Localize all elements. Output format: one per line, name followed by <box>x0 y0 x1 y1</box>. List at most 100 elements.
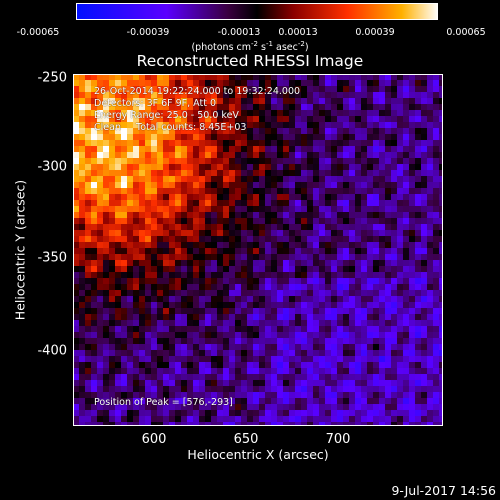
heatmap-cell <box>97 368 103 374</box>
heatmap-cell <box>283 296 289 302</box>
heatmap-cell <box>427 128 433 134</box>
heatmap-cell <box>337 398 343 404</box>
heatmap-cell <box>319 128 325 134</box>
heatmap-cell <box>313 170 319 176</box>
heatmap-cell <box>187 176 193 182</box>
heatmap-cell <box>397 386 403 392</box>
heatmap-cell <box>175 116 181 122</box>
heatmap-cell <box>397 338 403 344</box>
heatmap-cell <box>421 116 427 122</box>
heatmap-cell <box>277 314 283 320</box>
heatmap-cell <box>307 242 313 248</box>
heatmap-cell <box>325 308 331 314</box>
heatmap-cell <box>427 260 433 266</box>
heatmap-cell <box>391 218 397 224</box>
heatmap-cell <box>247 416 253 422</box>
heatmap-cell <box>73 86 79 92</box>
heatmap-cell <box>319 164 325 170</box>
heatmap-cell <box>259 392 265 398</box>
heatmap-cell <box>433 356 439 362</box>
heatmap-cell <box>343 158 349 164</box>
heatmap-cell <box>415 296 421 302</box>
heatmap-cell <box>151 248 157 254</box>
heatmap-cell <box>247 152 253 158</box>
heatmap-cell <box>139 98 145 104</box>
heatmap-cell <box>253 416 259 422</box>
heatmap-cell <box>79 104 85 110</box>
heatmap-cell <box>403 362 409 368</box>
heatmap-cell <box>283 416 289 422</box>
heatmap-cell <box>301 116 307 122</box>
heatmap-cell <box>403 164 409 170</box>
heatmap-cell <box>343 110 349 116</box>
heatmap-cell <box>295 248 301 254</box>
heatmap-cell <box>361 128 367 134</box>
heatmap-cell <box>91 200 97 206</box>
heatmap-cell <box>421 254 427 260</box>
heatmap-cell <box>397 242 403 248</box>
heatmap-cell <box>175 170 181 176</box>
heatmap-cell <box>121 254 127 260</box>
heatmap-cell <box>103 416 109 422</box>
heatmap-cell <box>79 236 85 242</box>
heatmap-cell <box>313 176 319 182</box>
heatmap-cell <box>265 344 271 350</box>
heatmap-cell <box>421 242 427 248</box>
heatmap-cell <box>151 260 157 266</box>
heatmap-cell <box>265 278 271 284</box>
heatmap-cell <box>187 392 193 398</box>
heatmap-cell <box>85 218 91 224</box>
heatmap-cell <box>229 104 235 110</box>
heatmap-cell <box>397 356 403 362</box>
heatmap-cell <box>391 380 397 386</box>
heatmap-cell <box>349 176 355 182</box>
heatmap-cell <box>433 326 439 332</box>
heatmap-cell <box>199 98 205 104</box>
heatmap-cell <box>109 158 115 164</box>
heatmap-cell <box>277 164 283 170</box>
heatmap-cell <box>355 386 361 392</box>
heatmap-cell <box>193 86 199 92</box>
heatmap-cell <box>307 98 313 104</box>
heatmap-cell <box>163 368 169 374</box>
heatmap-cell <box>73 194 79 200</box>
heatmap-cell <box>79 392 85 398</box>
heatmap-cell <box>241 206 247 212</box>
heatmap-cell <box>331 254 337 260</box>
heatmap-cell <box>85 248 91 254</box>
heatmap-cell <box>331 116 337 122</box>
heatmap-cell <box>319 110 325 116</box>
heatmap-cell <box>73 134 79 140</box>
heatmap-cell <box>97 98 103 104</box>
heatmap-cell <box>109 104 115 110</box>
heatmap-cell <box>115 164 121 170</box>
heatmap-cell <box>205 158 211 164</box>
heatmap-cell <box>85 140 91 146</box>
heatmap-cell <box>403 218 409 224</box>
heatmap-cell <box>355 236 361 242</box>
heatmap-cell <box>157 230 163 236</box>
heatmap-cell <box>337 110 343 116</box>
heatmap-cell <box>283 254 289 260</box>
heatmap-cell <box>145 122 151 128</box>
heatmap-cell <box>73 368 79 374</box>
heatmap-cell <box>85 92 91 98</box>
heatmap-cell <box>283 98 289 104</box>
heatmap-cell <box>421 158 427 164</box>
heatmap-cell <box>283 164 289 170</box>
heatmap-cell <box>373 176 379 182</box>
heatmap-cell <box>103 230 109 236</box>
heatmap-cell <box>433 92 439 98</box>
y-tick-label: -350 <box>37 250 67 266</box>
heatmap-cell <box>85 350 91 356</box>
heatmap-cell <box>145 380 151 386</box>
heatmap-cell <box>133 284 139 290</box>
heatmap-cell <box>403 374 409 380</box>
heatmap-cell <box>115 302 121 308</box>
heatmap-cell <box>277 104 283 110</box>
heatmap-cell <box>211 374 217 380</box>
heatmap-cell <box>223 332 229 338</box>
heatmap-cell <box>367 74 373 80</box>
heatmap-cell <box>91 188 97 194</box>
heatmap-cell <box>313 338 319 344</box>
